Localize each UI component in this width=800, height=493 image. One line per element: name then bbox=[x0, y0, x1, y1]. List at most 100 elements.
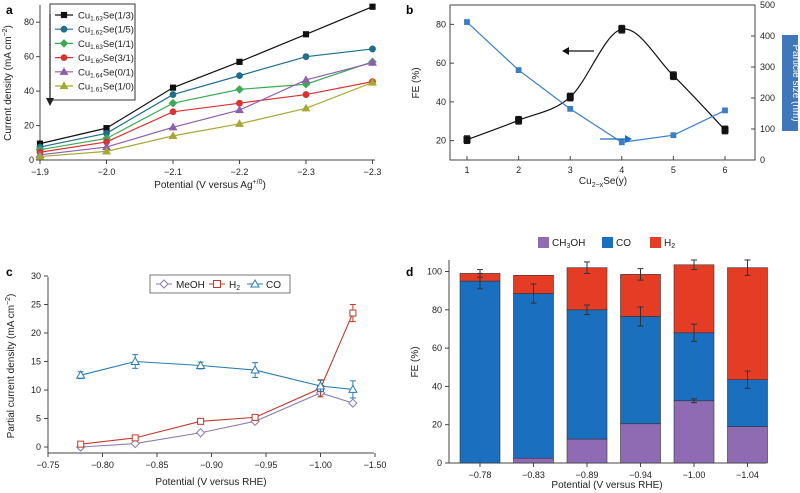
panel-c-series-line bbox=[80, 312, 354, 445]
panel-a-x-tick-label: −2.3 bbox=[297, 167, 315, 177]
panel-b-y-tick-left-label: 80 bbox=[436, 19, 446, 29]
panel-c-series-line bbox=[80, 392, 354, 448]
panel-c-legend-h2-label: H2 bbox=[229, 280, 240, 292]
panel-d-legend-h2-swatch bbox=[650, 237, 661, 248]
panel-d-y-tick-label: 60 bbox=[432, 343, 442, 353]
panel-b-x-tick-label: 4 bbox=[619, 165, 624, 175]
panel-b-fe-point bbox=[669, 72, 677, 80]
panel-c-legend-co-label: CO bbox=[266, 280, 281, 291]
panel-a-y-tick-label: 20 bbox=[24, 121, 34, 131]
panel-b-fe-point bbox=[463, 136, 471, 144]
panel-a-letter: a bbox=[6, 3, 13, 17]
panel-c-series bbox=[75, 304, 358, 452]
panel-d-errorbar bbox=[530, 283, 537, 304]
panel-c-x-tick-label: −0.85 bbox=[146, 460, 169, 470]
panel-a-series-line bbox=[39, 62, 373, 156]
panel-d-bars bbox=[459, 259, 768, 464]
panel-d-x-tick-label: −0.83 bbox=[522, 470, 545, 480]
panel-a-point bbox=[368, 77, 377, 86]
panel-a-series-line bbox=[39, 48, 373, 148]
panel-c-point bbox=[250, 365, 260, 374]
panel-c-y-ticks: 0 5 10 15 20 25 30 bbox=[31, 271, 48, 452]
panel-d-y-tick-label: 40 bbox=[432, 381, 442, 391]
panel-d-bar-segment bbox=[566, 309, 608, 440]
panel-c-point bbox=[315, 381, 326, 390]
panel-b-fe-point bbox=[515, 116, 523, 124]
panel-a-x-tick-label: −2.1 bbox=[164, 167, 182, 177]
panel-b-ylabel-left: FE (%) bbox=[411, 67, 422, 98]
panel-a-legend-label: Cu1.62Se(1/5) bbox=[78, 25, 134, 37]
panel-d-bar-segment bbox=[459, 280, 501, 464]
panel-a-point bbox=[168, 122, 178, 131]
panel-d-y-ticks: 0 20 40 60 80 100 bbox=[427, 267, 449, 468]
panel-b-y-tick-right-label: 300 bbox=[760, 62, 775, 72]
panel-a-arrow-head bbox=[46, 98, 54, 106]
panel-d-bar-segment bbox=[620, 316, 661, 425]
panel-b-letter: b bbox=[406, 3, 413, 17]
panel-a-legend-label: Cu1.60Se(3/1) bbox=[78, 53, 134, 65]
panel-a-series-line bbox=[39, 61, 373, 151]
panel-d-bar-segment bbox=[513, 457, 554, 464]
panel-d-errorbar bbox=[584, 261, 590, 274]
panel-a-point bbox=[369, 45, 376, 53]
panel-a-x-tick-label: −2.0 bbox=[98, 167, 116, 177]
panel-b-y-ticks-right: 0 100 200 300 400 500 bbox=[751, 0, 775, 165]
panel-d-x-tick-label: −0.94 bbox=[629, 470, 652, 480]
panel-b-size-point bbox=[515, 67, 522, 73]
panel-a-point bbox=[302, 31, 310, 38]
panel-b-size-point bbox=[670, 132, 677, 139]
panel-b: b FE (%) Particle size (nm) Cu2−xSe(y) 2… bbox=[406, 0, 800, 189]
panel-d-x-tick-label: −1.04 bbox=[736, 470, 759, 480]
panel-a-x-ticks: −1.9 −2.0 −2.1 −2.2 −2.3 −2.3 bbox=[31, 160, 381, 177]
panel-a-y-tick-label: 0 bbox=[29, 155, 34, 165]
panel-b-y-tick-right-label: 500 bbox=[760, 0, 775, 10]
panel-d-errorbar bbox=[691, 398, 697, 404]
panel-a-point bbox=[102, 146, 111, 155]
panel-b-x-tick-label: 1 bbox=[464, 165, 469, 175]
panel-b-arrow-size-head bbox=[625, 135, 632, 143]
panel-c-point bbox=[131, 434, 139, 442]
panel-b-x-tick-label: 6 bbox=[722, 165, 727, 175]
panel-d-y-tick-label: 20 bbox=[432, 420, 442, 430]
panel-c-legend-meoh-label: MeOH bbox=[176, 280, 205, 291]
panel-a-legend-marker bbox=[59, 67, 69, 75]
panel-a-legend-label: Cu1.63Se(1/1) bbox=[78, 39, 134, 51]
panel-c-x-tick-label: −1.00 bbox=[309, 460, 332, 470]
panel-d-y-tick-label: 80 bbox=[432, 305, 442, 315]
panel-c-point bbox=[348, 384, 358, 393]
panel-d-x-tick-label: −0.89 bbox=[576, 470, 599, 480]
panel-a-legend-marker bbox=[60, 11, 68, 19]
panel-a-xlabel: Potential (V versus Ag+/0) bbox=[154, 179, 266, 191]
panel-c-x-tick-label: −0.95 bbox=[255, 460, 278, 470]
panel-a-point bbox=[236, 58, 243, 65]
panel-b-size-line bbox=[466, 21, 726, 143]
panel-c-y-tick-label: 5 bbox=[36, 414, 41, 424]
panel-b-x-tick-label: 5 bbox=[671, 165, 676, 175]
panel-d-errorbar bbox=[637, 306, 644, 327]
panel-d-bar-segment bbox=[673, 264, 715, 334]
panel-b-arrow-fe-head bbox=[562, 47, 569, 55]
panel-c-ylabel: Partial current density (mA cm−2) bbox=[5, 294, 17, 439]
panel-a-point bbox=[368, 58, 377, 66]
panel-d: d FE (%) Potential (V versus RHE) 0 20 40 6… bbox=[406, 237, 768, 491]
panel-b-y-ticks-left: 20 40 60 80 bbox=[436, 19, 454, 146]
panel-d-bar-segment bbox=[566, 267, 608, 311]
panel-c-point bbox=[195, 360, 206, 369]
panel-d-errorbar bbox=[744, 370, 751, 389]
panel-c-xlabel: Potential (V versus RHE) bbox=[155, 477, 266, 488]
panel-a-point bbox=[35, 151, 45, 160]
panel-d-errorbar bbox=[744, 259, 751, 276]
panel-c-point bbox=[348, 398, 358, 408]
panel-c-legend-meoh: MeOH bbox=[156, 279, 205, 291]
panel-a-point bbox=[169, 108, 177, 116]
panel-c-y-tick-label: 10 bbox=[31, 385, 41, 395]
panel-c-legend-h2: H2 bbox=[209, 280, 240, 292]
panel-a-point bbox=[302, 91, 310, 98]
panel-a-legend-marker bbox=[60, 54, 68, 61]
panel-a-series-line bbox=[39, 81, 373, 158]
panel-a-point bbox=[236, 72, 243, 80]
panel-d-x-tick-label: −0.78 bbox=[469, 470, 492, 480]
panel-d-legend-h2-label: H2 bbox=[664, 238, 675, 250]
panel-d-legend-ch3oh-swatch bbox=[538, 237, 549, 248]
panel-d-bar-segment bbox=[673, 400, 715, 464]
